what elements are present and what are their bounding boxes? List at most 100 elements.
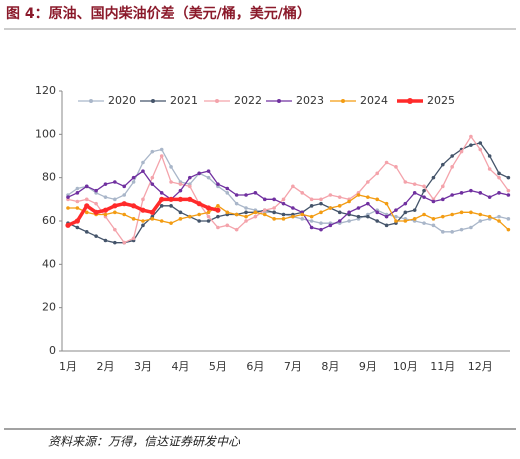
point xyxy=(225,223,230,228)
point xyxy=(356,193,361,197)
point xyxy=(84,230,89,234)
point xyxy=(422,188,426,193)
point xyxy=(177,196,184,202)
x-tick-label: 1月 xyxy=(59,360,77,373)
point xyxy=(422,195,426,199)
point xyxy=(309,197,314,202)
point xyxy=(74,218,80,224)
point xyxy=(478,212,483,217)
point xyxy=(244,210,248,215)
legend-marker xyxy=(341,99,345,103)
point xyxy=(206,214,211,219)
point xyxy=(497,171,501,176)
point xyxy=(65,222,71,228)
point xyxy=(441,197,445,202)
point xyxy=(384,223,389,228)
point xyxy=(309,214,314,219)
point xyxy=(103,195,108,199)
point xyxy=(253,210,258,215)
point xyxy=(75,225,80,230)
point xyxy=(281,217,286,221)
point xyxy=(159,154,164,158)
point xyxy=(159,204,164,208)
x-tick-label: 12月 xyxy=(468,360,493,373)
point xyxy=(375,171,380,176)
point xyxy=(150,175,155,180)
point xyxy=(319,210,323,215)
point xyxy=(150,149,155,154)
point xyxy=(431,199,436,204)
point xyxy=(84,210,89,215)
point xyxy=(375,219,380,223)
point xyxy=(169,180,173,184)
point xyxy=(103,212,108,217)
point xyxy=(375,210,380,215)
point xyxy=(225,186,230,191)
legend-marker xyxy=(215,99,219,103)
point xyxy=(384,214,389,219)
point xyxy=(375,197,380,202)
point xyxy=(450,193,454,197)
point xyxy=(422,221,426,225)
point xyxy=(215,207,221,213)
point xyxy=(178,182,183,186)
point xyxy=(497,219,501,223)
point xyxy=(319,221,323,225)
point xyxy=(431,223,436,228)
point xyxy=(206,219,211,223)
point xyxy=(159,219,164,223)
point xyxy=(450,212,454,217)
point xyxy=(281,201,286,206)
series-line xyxy=(67,148,509,233)
point xyxy=(131,236,136,241)
point xyxy=(216,204,220,208)
point xyxy=(112,203,118,209)
point xyxy=(328,223,333,228)
point xyxy=(122,240,127,245)
point xyxy=(506,217,511,221)
legend-label: 2024 xyxy=(360,94,388,107)
point xyxy=(478,147,483,152)
point xyxy=(169,165,173,169)
point xyxy=(113,210,117,215)
point xyxy=(244,219,248,223)
point xyxy=(150,217,155,221)
point xyxy=(113,240,117,245)
point xyxy=(122,193,127,197)
point xyxy=(130,203,137,209)
point xyxy=(366,195,370,199)
x-tick-label: 7月 xyxy=(284,360,302,373)
point xyxy=(356,206,361,210)
point xyxy=(478,141,483,145)
point xyxy=(131,180,136,184)
point xyxy=(216,225,220,230)
x-tick-label: 11月 xyxy=(430,360,455,373)
point xyxy=(94,234,98,238)
point xyxy=(234,201,239,206)
y-tick-label: 0 xyxy=(49,344,56,357)
point xyxy=(478,191,483,195)
point xyxy=(272,217,276,221)
y-tick-label: 80 xyxy=(42,171,56,184)
point xyxy=(94,188,98,193)
point xyxy=(253,191,258,195)
point xyxy=(244,214,248,219)
point xyxy=(337,210,342,215)
point xyxy=(431,217,436,221)
point xyxy=(262,208,267,212)
point xyxy=(487,195,492,199)
point xyxy=(506,188,511,193)
point xyxy=(319,197,323,202)
point xyxy=(188,175,192,180)
point xyxy=(131,175,136,180)
point xyxy=(478,219,483,223)
point xyxy=(422,184,426,189)
point xyxy=(113,197,117,202)
point xyxy=(141,197,145,202)
series-line xyxy=(67,135,509,244)
point xyxy=(394,219,398,223)
point xyxy=(487,154,492,158)
point xyxy=(300,212,305,217)
point xyxy=(225,210,230,215)
point xyxy=(103,182,108,186)
